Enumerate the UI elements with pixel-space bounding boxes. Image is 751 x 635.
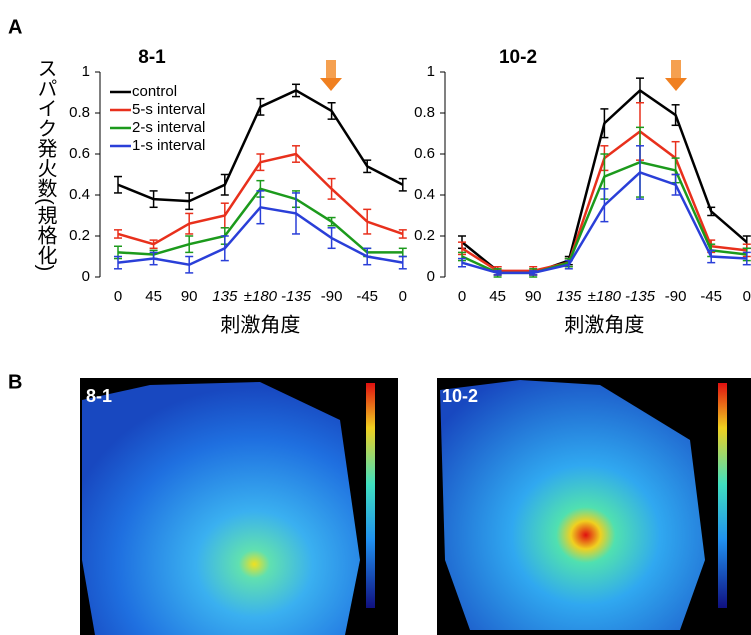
x-axis-label: 刺激角度: [564, 313, 644, 336]
image: 10-2: [437, 378, 751, 635]
x-tick-label: -45: [700, 288, 722, 305]
x-tick-label: 45: [489, 288, 506, 305]
x-tick-label: 0: [114, 288, 122, 305]
error-bar: [671, 173, 680, 196]
error-bar: [529, 270, 538, 276]
error-bar: [185, 255, 194, 274]
error-bar: [256, 153, 265, 172]
x-tick-label: ±180: [244, 288, 278, 305]
y-tick-label: 0.6: [69, 145, 90, 162]
x-tick-label: -90: [321, 288, 343, 305]
image: 8-1: [80, 378, 398, 635]
x-tick-label: 135: [556, 288, 582, 305]
y-tick-label: 0.6: [414, 145, 435, 162]
error-bar: [363, 247, 372, 266]
error-bar: [256, 97, 265, 116]
x-tick-label: -135: [281, 288, 312, 305]
error-bar: [363, 208, 372, 235]
x-tick-label: ±180: [588, 288, 622, 305]
y-tick-label: 0.8: [69, 104, 90, 121]
error-bar: [327, 216, 336, 227]
panel-label: B: [8, 371, 22, 393]
legend-label: control: [132, 83, 177, 100]
y-axis-label: スパイク発火数(規格化): [34, 58, 57, 271]
panel-label: A: [8, 16, 22, 38]
error-bar: [398, 255, 407, 270]
y-tick-label: 0.2: [414, 227, 435, 244]
y-tick-label: 0: [427, 268, 435, 285]
error-bar: [636, 145, 644, 200]
error-bar: [363, 159, 372, 174]
error-bar: [292, 145, 300, 163]
x-tick-label: 135: [212, 288, 238, 305]
chart-title: 10-2: [499, 47, 537, 68]
y-tick-label: 1: [427, 63, 435, 80]
y-tick-label: 0.8: [414, 104, 435, 121]
x-tick-label: -135: [625, 288, 656, 305]
error-bar: [327, 177, 336, 200]
error-bar: [149, 239, 158, 250]
legend-label: 5-s interval: [132, 101, 205, 118]
x-tick-label: 0: [743, 288, 751, 305]
error-bar: [600, 108, 609, 139]
y-tick-label: 0.4: [414, 186, 435, 203]
error-bar: [742, 251, 751, 266]
y-tick-label: 0: [82, 268, 90, 285]
error-bar: [114, 255, 122, 270]
error-bar: [398, 177, 407, 192]
x-tick-label: 0: [399, 288, 407, 305]
error-bar: [220, 173, 229, 196]
error-bar: [292, 192, 300, 235]
error-bar: [327, 102, 336, 120]
error-bar: [185, 235, 194, 254]
error-bar: [458, 257, 466, 268]
error-bar: [185, 192, 194, 211]
error-bar: [220, 235, 229, 262]
error-bar: [636, 77, 644, 104]
error-bar: [149, 251, 158, 266]
x-tick-label: -90: [665, 288, 687, 305]
image-label: 8-1: [86, 386, 112, 406]
image-label: 10-2: [442, 386, 478, 406]
x-tick-label: -45: [356, 288, 378, 305]
legend-label: 2-s interval: [132, 119, 205, 136]
x-tick-label: 90: [181, 288, 198, 305]
y-tick-label: 0.2: [69, 227, 90, 244]
x-axis-label: 刺激角度: [220, 313, 300, 336]
arrow: [665, 60, 687, 91]
error-bar: [707, 206, 716, 217]
chart-title: 8-1: [138, 47, 166, 68]
x-tick-label: 45: [145, 288, 162, 305]
error-bar: [185, 212, 194, 235]
error-bar: [114, 175, 122, 194]
x-tick-label: 0: [458, 288, 466, 305]
error-bar: [707, 249, 716, 264]
error-bar: [292, 83, 300, 98]
y-tick-label: 1: [82, 63, 90, 80]
error-bar: [493, 270, 502, 276]
error-bar: [114, 229, 122, 239]
error-bar: [327, 227, 336, 250]
arrow: [320, 60, 342, 91]
error-bar: [149, 190, 158, 209]
error-bar: [256, 190, 265, 225]
error-bar: [671, 104, 680, 127]
error-bar: [564, 259, 573, 270]
x-tick-label: 90: [525, 288, 542, 305]
error-bar: [398, 229, 407, 239]
y-tick-label: 0.4: [69, 186, 90, 203]
legend-label: 1-s interval: [132, 137, 205, 154]
error-bar: [600, 188, 609, 223]
